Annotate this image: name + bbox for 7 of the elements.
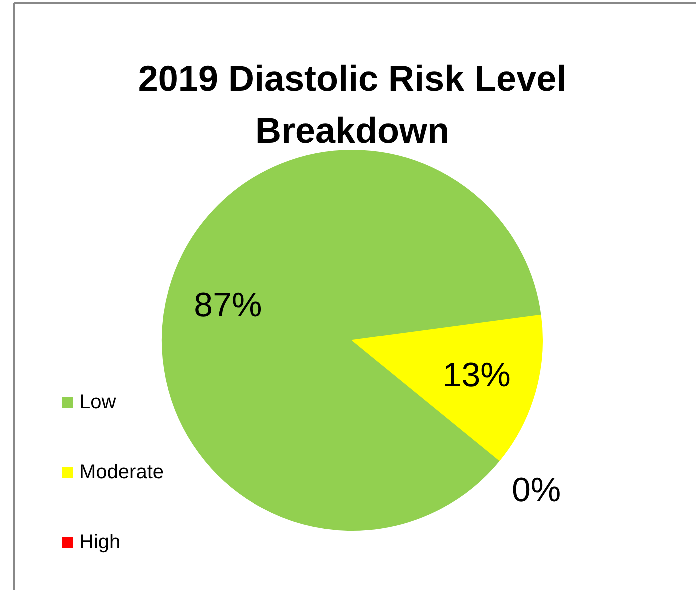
text: 0% xyxy=(512,472,562,510)
data-label: 87% xyxy=(194,286,262,324)
legend-label: Moderate xyxy=(80,462,164,484)
chart-title: 2019 Diastolic Risk Level Breakdown xyxy=(138,58,567,151)
legend-label: High xyxy=(80,532,121,554)
data-label: 13% xyxy=(442,356,511,395)
legend-label: Low xyxy=(80,392,117,414)
